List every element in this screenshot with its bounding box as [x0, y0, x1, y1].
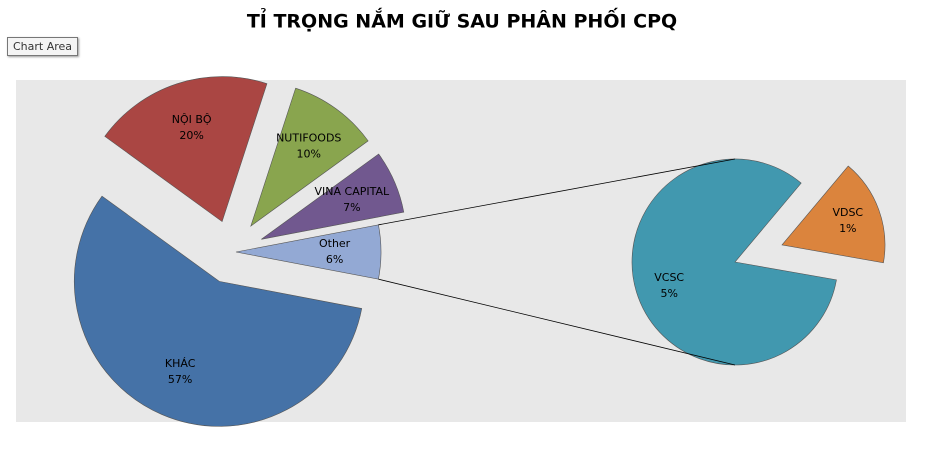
pie-slice	[104, 76, 268, 223]
slice-label: NỘI BỘ	[172, 113, 212, 126]
slice-label: VCSC	[654, 271, 684, 284]
slice-label: VINA CAPITAL	[315, 185, 390, 198]
slice-value-label: 57%	[168, 373, 192, 386]
slice-value-label: 7%	[343, 201, 360, 214]
pies: KHÁC 57% NỘI BỘ 20% NUTIFOODS 10% VINA CAPITAL…	[73, 76, 886, 427]
slice-label: NUTIFOODS	[276, 131, 341, 144]
slice-value-label: 20%	[179, 129, 203, 142]
slice-value-label: 10%	[297, 147, 321, 160]
slice-label: KHÁC	[165, 357, 196, 370]
slice-label: VDSC	[832, 206, 863, 219]
connector-line	[378, 278, 736, 366]
pie-slice	[631, 158, 837, 366]
pie-slice	[73, 195, 363, 427]
slice-value-label: 6%	[326, 253, 343, 266]
pie-slice	[781, 165, 886, 264]
pie-slice	[261, 153, 405, 240]
chart-title: TỈ TRỌNG NẮM GIỮ SAU PHÂN PHỐI CPQ	[247, 7, 677, 33]
pie-slice	[250, 87, 369, 227]
tooltip: Chart Area	[7, 37, 79, 56]
slice-label: Other	[319, 237, 351, 250]
slice-value-label: 5%	[660, 287, 677, 300]
slice-value-label: 1%	[839, 222, 856, 235]
connector-line	[378, 158, 736, 226]
